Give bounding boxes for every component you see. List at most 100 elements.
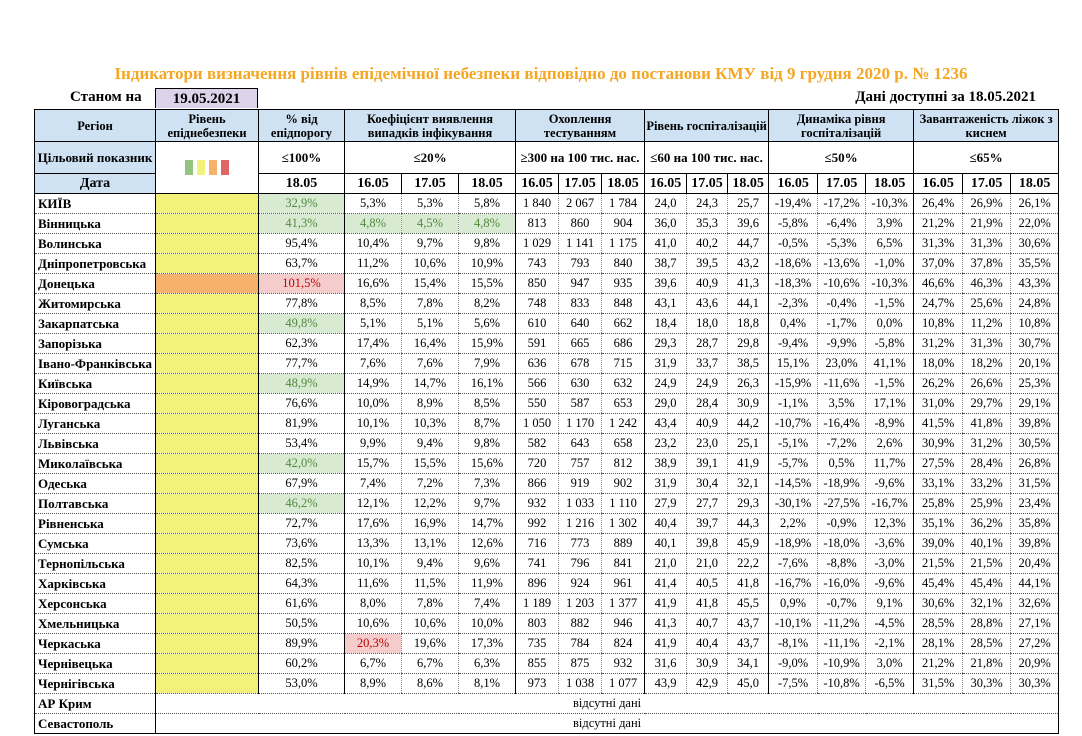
level-indicator (155, 193, 259, 214)
region-name: Одеська (34, 473, 156, 494)
data-cell: 973 (515, 673, 559, 694)
header-threshold: % від епідпорогу (258, 109, 345, 142)
data-cell: 4,8% (344, 213, 402, 234)
data-cell: 37,0% (913, 253, 963, 274)
data-cell: 95,4% (258, 233, 345, 254)
data-cell: 26,2% (913, 373, 963, 394)
data-cell: 46,6% (913, 273, 963, 294)
data-cell: 27,7 (686, 493, 728, 514)
data-cell: 28,5% (962, 633, 1011, 654)
data-cell: 50,5% (258, 613, 345, 634)
data-cell: -16,4% (817, 413, 866, 434)
data-cell: 44,1 (727, 293, 769, 314)
data-cell: 757 (558, 453, 602, 474)
target-testing: ≥300 на 100 тис. нас. (515, 141, 646, 174)
level-indicator (155, 353, 259, 374)
data-cell: 43,4 (644, 413, 687, 434)
data-cell: 24,9 (686, 373, 728, 394)
data-cell: 23,0% (817, 353, 866, 374)
data-cell: 30,9% (913, 433, 963, 454)
table-row: Черкаська 89,9% 20,3% 19,6% 17,3% 735 784 824 41… (34, 633, 1060, 654)
data-cell: -10,3% (865, 273, 914, 294)
data-cell: 1 050 (515, 413, 559, 434)
data-cell: 1 242 (601, 413, 645, 434)
table-row: Рівненська 72,7% 17,6% 16,9% 14,7% 992 1 216 1 … (34, 513, 1060, 534)
date-header: 18.05 (865, 173, 915, 194)
data-cell: 44,2 (727, 413, 769, 434)
table-row: Полтавська 46,2% 12,1% 12,2% 9,7% 932 1 033 1 1… (34, 493, 1060, 514)
data-cell: 60,2% (258, 653, 345, 674)
data-cell: 21,2% (913, 213, 963, 234)
data-cell: -10,9% (817, 653, 866, 674)
level-indicator (155, 633, 259, 654)
data-cell: 582 (515, 433, 559, 454)
data-cell: 5,3% (401, 193, 459, 214)
data-cell: -0,9% (817, 513, 866, 534)
data-cell: 25,6% (962, 293, 1011, 314)
table-row: Вінницька 41,3% 4,8% 4,5% 4,8% 813 860 904 36,0 3… (34, 213, 1060, 234)
table-row: Житомирська 77,8% 8,5% 7,8% 8,2% 748 833 848 43,… (34, 293, 1060, 314)
data-cell: 10,6% (401, 253, 459, 274)
data-cell: 27,9 (644, 493, 687, 514)
data-cell: 40,7 (686, 613, 728, 634)
data-cell: 0,4% (768, 313, 818, 334)
data-cell: -3,0% (865, 553, 914, 574)
data-cell: 30,9 (686, 653, 728, 674)
data-cell: 1 784 (601, 193, 645, 214)
table-row: Луганська 81,9% 10,1% 10,3% 8,7% 1 050 1 170 1 … (34, 413, 1060, 434)
data-cell: -8,9% (865, 413, 914, 434)
data-cell: 39,5 (686, 253, 728, 274)
data-cell: 24,3 (686, 193, 728, 214)
data-cell: 24,7% (913, 293, 963, 314)
data-cell: -3,6% (865, 533, 914, 554)
data-cell: 13,1% (401, 533, 459, 554)
data-cell: -7,6% (768, 553, 818, 574)
date-header: 16.05 (913, 173, 964, 194)
data-cell: 643 (558, 433, 602, 454)
region-name: Тернопільська (34, 553, 156, 574)
region-name: Закарпатська (34, 313, 156, 334)
data-cell: 8,0% (344, 593, 402, 614)
data-cell: -11,6% (817, 373, 866, 394)
data-cell: 30,6% (913, 593, 963, 614)
data-cell: 16,4% (401, 333, 459, 354)
data-cell: 5,8% (457, 193, 516, 214)
data-cell: 64,3% (258, 573, 345, 594)
data-cell: 17,4% (344, 333, 402, 354)
date-header: 17.05 (558, 173, 603, 194)
data-cell: 8,6% (401, 673, 459, 694)
target-beds: ≤65% (913, 141, 1060, 174)
table-row: Кіровоградська 76,6% 10,0% 8,9% 8,5% 550 587 65… (34, 393, 1060, 414)
data-cell: 9,8% (457, 233, 516, 254)
data-cell: 860 (558, 213, 602, 234)
data-cell: 31,3% (913, 233, 963, 254)
data-cell: -18,9% (768, 533, 818, 554)
level-indicator (155, 653, 259, 674)
data-cell: 7,9% (457, 353, 516, 374)
date-header: 18.05 (457, 173, 517, 194)
data-cell: 919 (558, 473, 602, 494)
data-cell: 1 033 (558, 493, 602, 514)
table-row: Запорізька 62,3% 17,4% 16,4% 15,9% 591 665 686 2… (34, 333, 1060, 354)
data-cell: 24,8% (1010, 293, 1060, 314)
region-name: Хмельницька (34, 613, 156, 634)
data-cell: 866 (515, 473, 559, 494)
table-row: Севастополь відсутні дані (34, 713, 1060, 734)
date-label: Дата (34, 173, 156, 194)
region-name: Кіровоградська (34, 393, 156, 414)
data-cell: 2 067 (558, 193, 602, 214)
data-cell: 716 (515, 533, 559, 554)
data-cell: 7,4% (344, 473, 402, 494)
data-cell: 39,6 (727, 213, 769, 234)
data-cell: 30,6% (1010, 233, 1060, 254)
data-cell: -17,2% (817, 193, 866, 214)
data-cell: 11,6% (344, 573, 402, 594)
data-cell: 31,2% (913, 333, 963, 354)
data-cell: 15,4% (401, 273, 459, 294)
data-cell: -6,5% (865, 673, 914, 694)
data-cell: 10,6% (344, 613, 402, 634)
data-cell: 45,4% (913, 573, 963, 594)
data-cell: 43,6 (686, 293, 728, 314)
data-cell: 41,8 (686, 593, 728, 614)
data-cell: 3,0% (865, 653, 914, 674)
